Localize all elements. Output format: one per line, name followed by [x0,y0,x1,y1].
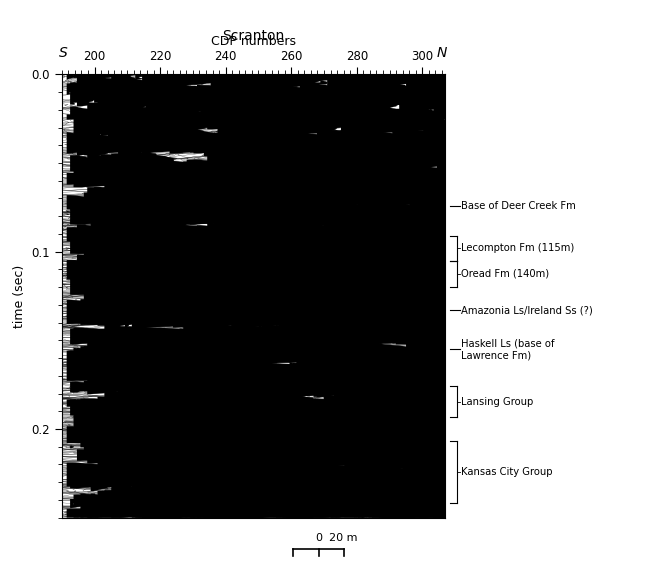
Text: Haskell Ls (base of
Lawrence Fm): Haskell Ls (base of Lawrence Fm) [461,339,554,360]
Y-axis label: time (sec): time (sec) [13,264,26,328]
Text: Amazonia Ls/Ireland Ss (?): Amazonia Ls/Ireland Ss (?) [461,305,593,315]
Text: 20 m: 20 m [330,534,358,543]
Text: Scranton: Scranton [222,29,285,43]
Text: Oread Fm (140m): Oread Fm (140m) [461,269,549,279]
Text: N: N [436,46,447,60]
Text: 0: 0 [315,534,322,543]
Text: Kansas City Group: Kansas City Group [461,467,552,478]
Text: S: S [58,46,67,60]
X-axis label: CDP numbers: CDP numbers [211,35,296,49]
Text: Lecompton Fm (115m): Lecompton Fm (115m) [461,243,574,253]
Text: Base of Deer Creek Fm: Base of Deer Creek Fm [461,201,576,210]
Text: Lansing Group: Lansing Group [461,396,533,407]
